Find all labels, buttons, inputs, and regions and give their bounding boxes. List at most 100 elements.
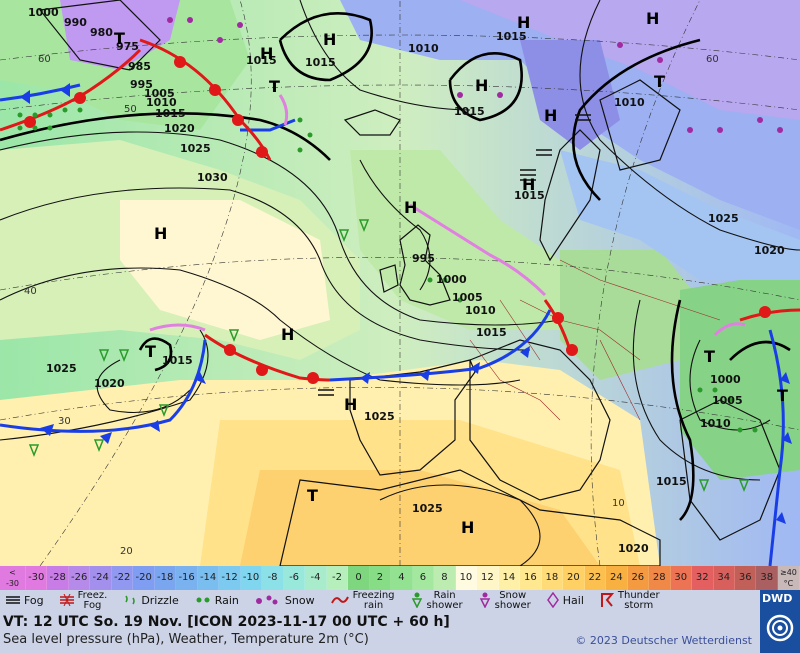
high-pressure-center: H xyxy=(646,9,659,28)
legend-rain-shower: Rain shower xyxy=(405,591,463,611)
pressure-label: 980 xyxy=(90,26,113,39)
scale-cell: -22 xyxy=(111,566,134,590)
low-pressure-center: T xyxy=(307,486,318,505)
scale-cell: -26 xyxy=(68,566,91,590)
pressure-label: 1000 xyxy=(436,273,467,286)
scale-cell: -16 xyxy=(176,566,198,590)
copyright: © 2023 Deutscher Wetterdienst xyxy=(575,634,752,647)
scale-cell: 6 xyxy=(412,566,435,590)
pressure-label: 1000 xyxy=(710,373,741,386)
hail-icon xyxy=(546,591,559,611)
high-pressure-center: H xyxy=(260,44,273,63)
high-pressure-center: H xyxy=(154,224,167,243)
scale-cell: 20 xyxy=(563,566,585,590)
fog-icon xyxy=(6,595,20,608)
pressure-label: 1015 xyxy=(155,107,186,120)
pressure-label: 1020 xyxy=(94,377,125,390)
legend-rain: Rain xyxy=(189,595,239,608)
pressure-label: 1010 xyxy=(146,96,177,109)
legend-snow: Snow xyxy=(249,594,315,609)
snow-shower-icon xyxy=(479,592,491,611)
scale-cell: -2 xyxy=(326,566,349,590)
scale-cell: 16 xyxy=(520,566,542,590)
pressure-label: 1025 xyxy=(46,362,77,375)
pressure-label: 1025 xyxy=(708,212,739,225)
scale-cell: 34 xyxy=(713,566,735,590)
pressure-label: 995 xyxy=(130,78,153,91)
scale-cell: -6 xyxy=(283,566,306,590)
scale-cell: -18 xyxy=(154,566,177,590)
pressure-label: 1010 xyxy=(465,304,496,317)
temperature-label: 40 xyxy=(24,286,37,297)
pressure-label: 995 xyxy=(412,252,435,265)
temperature-label: 10 xyxy=(612,498,625,509)
scale-cell: 10 xyxy=(455,566,478,590)
drizzle-icon xyxy=(123,594,137,609)
scale-cell: 36 xyxy=(734,566,757,590)
rain-icon xyxy=(195,595,211,608)
valid-time: VT: 12 UTC So. 19 Nov. [ICON 2023-11-17 … xyxy=(3,614,450,630)
pressure-label: 1020 xyxy=(754,244,785,257)
legend-hail: Hail xyxy=(541,591,584,611)
scale-cell: 18 xyxy=(541,566,564,590)
dwd-spiral-icon xyxy=(766,614,794,642)
low-pressure-center: T xyxy=(269,77,280,96)
high-pressure-center: H xyxy=(461,518,474,537)
scale-cell: 24 xyxy=(606,566,628,590)
high-pressure-center: H xyxy=(522,175,535,194)
scale-cell: -30 xyxy=(26,566,48,590)
scale-cell: 14 xyxy=(498,566,521,590)
scale-cell: 30 xyxy=(670,566,693,590)
weather-map: 60 50 40 30 20 60 10 1000 990 980 975 98… xyxy=(0,0,800,566)
high-pressure-center: H xyxy=(323,30,336,49)
scale-cell: 0 xyxy=(348,566,370,590)
freezing-rain-icon xyxy=(330,594,349,609)
scale-cell: 32 xyxy=(692,566,714,590)
pressure-label: 1010 xyxy=(614,96,645,109)
legend-thunderstorm: Thunder storm xyxy=(594,591,660,611)
high-pressure-center: H xyxy=(475,76,488,95)
legend-fog: Fog xyxy=(0,595,44,608)
pressure-label: 1025 xyxy=(412,502,443,515)
pressure-label: 1015 xyxy=(656,475,687,488)
freezing-fog-icon xyxy=(59,593,74,609)
pressure-label: 1015 xyxy=(305,56,336,69)
high-pressure-center: H xyxy=(544,106,557,125)
temperature-label: 50 xyxy=(124,104,137,115)
pressure-label: 990 xyxy=(64,16,87,29)
high-pressure-center: H xyxy=(281,325,294,344)
scale-cell: 38 xyxy=(756,566,778,590)
dwd-logo-text: DWD xyxy=(762,592,793,605)
scale-cell-above: ≥40 °C xyxy=(777,566,800,590)
low-pressure-center: T xyxy=(145,342,156,361)
dwd-logo: DWD xyxy=(760,590,800,653)
map-footer: VT: 12 UTC So. 19 Nov. [ICON 2023-11-17 … xyxy=(0,612,760,653)
scale-cell: 28 xyxy=(649,566,671,590)
scale-cell: -20 xyxy=(133,566,155,590)
pressure-label: 1015 xyxy=(476,326,507,339)
pressure-label: 1010 xyxy=(408,42,439,55)
scale-cell: -12 xyxy=(219,566,241,590)
pressure-label: 985 xyxy=(128,60,151,73)
low-pressure-center: T xyxy=(114,29,125,48)
pressure-label: 1030 xyxy=(197,171,228,184)
pressure-label: 1005 xyxy=(144,87,175,100)
legend-freezing-fog: Freez. Fog xyxy=(54,591,107,611)
pressure-label: 1025 xyxy=(364,410,395,423)
scale-cell-below: < -30 xyxy=(0,566,26,590)
pressure-label: 1020 xyxy=(618,542,649,555)
pressure-label: 1010 xyxy=(700,417,731,430)
scale-cell: -10 xyxy=(240,566,263,590)
scale-cell: 26 xyxy=(627,566,650,590)
pressure-label: 1000 xyxy=(28,6,59,19)
temperature-label: 30 xyxy=(58,416,71,427)
temperature-scale: < -30 -30 -28 -26 -24 -22 -20 -18 -16 -14 -12 -10 -8-… xyxy=(0,566,800,590)
low-pressure-center: T xyxy=(777,386,788,405)
temperature-label: 60 xyxy=(706,54,719,65)
snow-icon xyxy=(255,594,281,609)
scale-cell: -28 xyxy=(47,566,69,590)
pressure-label: 1015 xyxy=(514,189,545,202)
pressure-label: 1015 xyxy=(246,54,277,67)
thunderstorm-icon xyxy=(600,592,615,611)
rain-shower-icon xyxy=(411,592,423,611)
